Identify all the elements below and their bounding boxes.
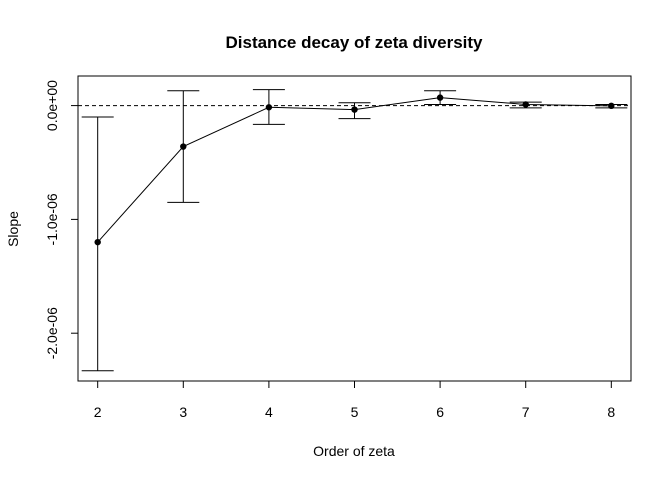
x-axis: 2 3 4 5 6 7 8 xyxy=(94,380,615,420)
x-axis-label: Order of zeta xyxy=(313,443,395,459)
y-tick-label: -2.0e-06 xyxy=(44,307,60,359)
x-tick-label: 6 xyxy=(436,404,444,420)
data-point xyxy=(94,238,101,246)
x-tick-label: 7 xyxy=(522,404,530,420)
x-tick-label: 8 xyxy=(607,404,615,420)
y-axis: 0.0e+00 -1.0e-06 -2.0e-06 xyxy=(44,80,79,359)
x-tick-label: 2 xyxy=(94,404,102,420)
series-line xyxy=(97,97,612,243)
data-point xyxy=(436,94,444,101)
y-axis-label: Slope xyxy=(5,211,21,247)
data-point xyxy=(180,143,187,150)
y-tick-label: -1.0e-06 xyxy=(44,193,60,245)
data-point xyxy=(265,104,273,111)
x-tick-label: 4 xyxy=(265,404,273,420)
x-tick-label: 3 xyxy=(179,404,187,420)
data-points xyxy=(94,94,615,246)
y-tick-label: 0.0e+00 xyxy=(44,80,60,131)
chart-title: Distance decay of zeta diversity xyxy=(225,33,483,52)
error-bars xyxy=(81,89,628,372)
data-point xyxy=(522,101,529,108)
x-tick-label: 5 xyxy=(351,404,359,420)
plot-frame xyxy=(77,75,632,382)
data-point xyxy=(351,106,358,113)
data-point xyxy=(608,102,615,110)
